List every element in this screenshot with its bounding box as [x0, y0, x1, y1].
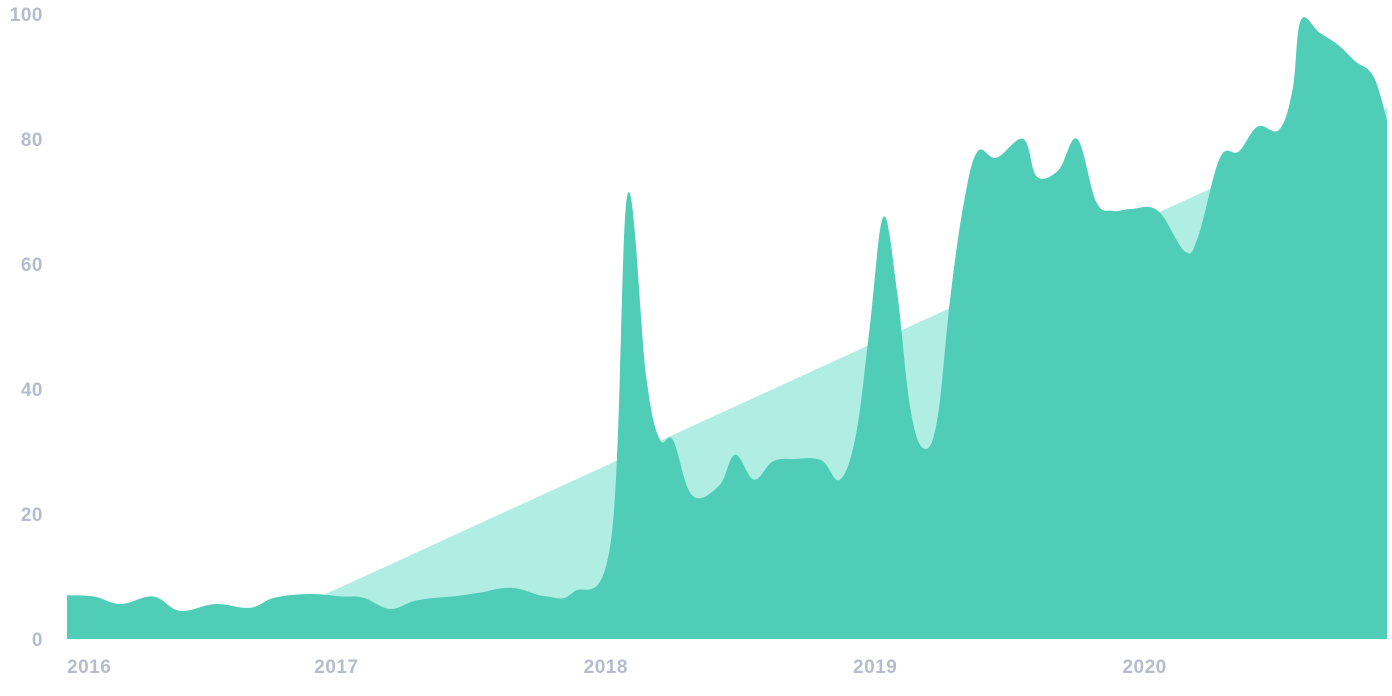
x-tick-label: 2017 [314, 657, 358, 678]
x-axis: 2016 2017 2018 2019 2020 [67, 657, 1166, 678]
x-tick-label: 2019 [853, 657, 897, 678]
x-tick-label: 2016 [67, 657, 111, 678]
x-tick-label: 2018 [584, 657, 628, 678]
y-tick-label: 40 [21, 380, 43, 401]
area-series-2 [67, 17, 1387, 640]
y-axis: 0 20 40 60 80 100 [10, 5, 43, 651]
y-tick-label: 0 [32, 630, 43, 651]
y-tick-label: 100 [10, 5, 43, 26]
x-tick-label: 2020 [1122, 657, 1166, 678]
y-tick-label: 60 [21, 255, 43, 276]
y-tick-label: 20 [21, 505, 43, 526]
y-tick-label: 80 [21, 130, 43, 151]
plot-area [67, 17, 1387, 640]
